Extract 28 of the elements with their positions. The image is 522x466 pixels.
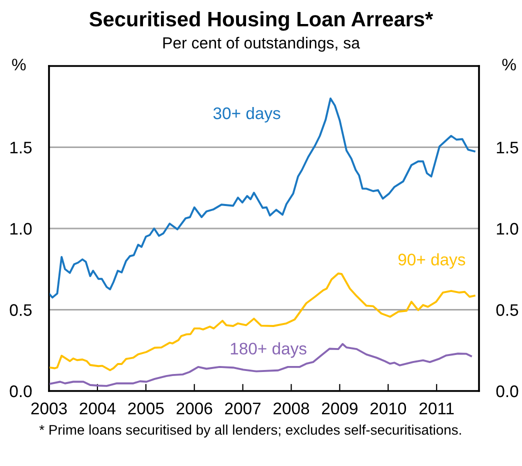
x-tick-label: 2007 xyxy=(225,402,261,414)
y2-tick-label: 0.5 xyxy=(496,304,518,316)
y-tick-label: 1.0 xyxy=(10,222,32,235)
line-series xyxy=(49,272,476,372)
chart-subtitle: Per cent of outstandings, sa xyxy=(163,36,360,52)
text: * Prime loans securitised by all lenders; excludes self-securitisations. xyxy=(39,424,461,438)
x-tick-label: 2009 xyxy=(322,402,358,414)
series-label: 90+ days xyxy=(398,253,466,269)
y2-tick-label: 1.5 xyxy=(496,142,518,154)
x-tick-label: 2003 xyxy=(31,402,67,414)
y-tick-label: 0.5 xyxy=(10,304,32,316)
text: 30+ days xyxy=(213,106,280,123)
series-label: 180+ days xyxy=(230,342,306,358)
line-series xyxy=(49,98,476,299)
x-tick-label: 2008 xyxy=(274,402,310,414)
y-tick-label: 0.0 xyxy=(10,385,32,398)
x-tick-label: 2004 xyxy=(80,402,116,414)
x-tick-label: 2006 xyxy=(176,402,212,414)
y-tick-label: 1.5 xyxy=(10,142,32,154)
chart-title: Securitised Housing Loan Arrears* xyxy=(90,11,434,31)
y2-tick-label: 1.0 xyxy=(496,222,518,235)
y-axis-title: % xyxy=(12,58,26,70)
x-tick-label: 2011 xyxy=(420,402,454,414)
x-tick-label: 2005 xyxy=(128,402,164,414)
y2-tick-label: 0.0 xyxy=(496,385,518,398)
y2-axis-title: % xyxy=(502,58,516,70)
x-tick-label: 2010 xyxy=(370,402,406,414)
line-series xyxy=(49,343,472,387)
